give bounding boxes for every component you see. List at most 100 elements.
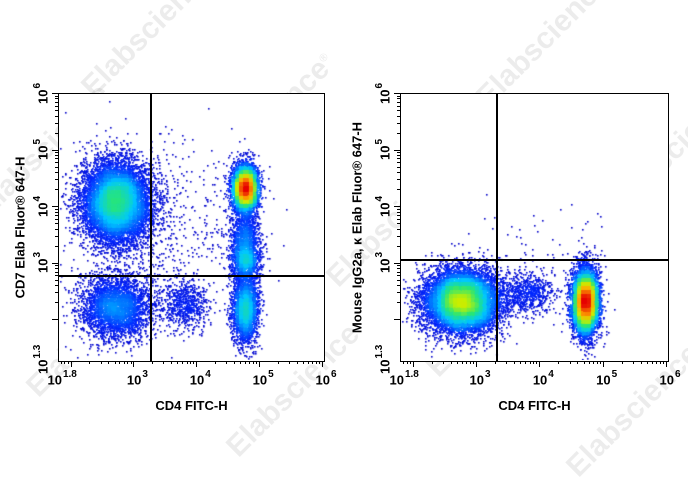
x-tick (163, 361, 165, 364)
x-tick (130, 361, 132, 364)
x-tick (596, 361, 598, 364)
y-tick (397, 208, 400, 210)
x-tick-label: 104 (189, 369, 211, 388)
y-tick (397, 268, 400, 270)
y-tick (397, 95, 400, 97)
y-tick (397, 271, 400, 273)
x-tick (108, 361, 110, 364)
x-tick (450, 361, 452, 364)
x-tick (226, 361, 228, 364)
x-tick (177, 361, 179, 364)
quadrant-gate-horizontal[interactable] (59, 275, 324, 277)
x-tick (296, 361, 298, 364)
x-tick (469, 361, 471, 364)
x-tick (495, 361, 497, 364)
x-axis-title: CD4 FITC-H (498, 398, 571, 413)
x-tick (100, 361, 102, 364)
x-tick (520, 361, 522, 364)
y-tick (55, 228, 58, 230)
x-tick (588, 361, 590, 364)
y-tick (397, 189, 400, 191)
x-tick (539, 361, 541, 367)
y-tick (397, 223, 400, 225)
y-tick (55, 166, 58, 168)
y-tick (55, 214, 58, 216)
quadrant-gate-vertical[interactable] (150, 94, 152, 361)
x-tick (315, 361, 317, 364)
x-tick (240, 361, 242, 364)
y-tick (55, 279, 58, 281)
x-tick (659, 361, 661, 364)
x-tick (215, 361, 217, 364)
x-tick (127, 361, 129, 364)
y-tick (397, 211, 400, 213)
y-tick (55, 271, 58, 273)
y-tick (397, 214, 400, 216)
x-tick (577, 361, 579, 364)
y-tick (397, 122, 400, 124)
y-tick (55, 189, 58, 191)
x-tick (89, 361, 91, 364)
plot-panel-isotype: Mouse IgG2a, κ Elab Fluor® 647-H 101.3 10… (342, 0, 686, 490)
plot-panel-cd7: CD7 Elab Fluor® 647-H 101.3 103 104 105 106 … (12, 82, 337, 413)
x-tick (64, 361, 66, 364)
y-tick (52, 262, 58, 264)
y-axis-title: CD7 Elab Fluor® 647-H (12, 156, 28, 299)
y-tick (55, 275, 58, 277)
x-tick (461, 361, 463, 364)
x-tick (259, 361, 261, 367)
y-tick (394, 262, 400, 264)
x-tick-label: 103 (126, 369, 148, 388)
x-tick (621, 361, 623, 364)
y-tick-label: 105 (32, 139, 51, 161)
y-tick (394, 319, 400, 321)
x-tick (234, 361, 236, 364)
y-tick (55, 302, 58, 304)
quadrant-gate-horizontal[interactable] (401, 259, 668, 261)
y-tick (397, 218, 400, 220)
x-tick (569, 361, 571, 364)
x-tick-label: 104 (532, 369, 554, 388)
y-tick (52, 206, 58, 208)
x-tick (514, 361, 516, 364)
x-tick (406, 361, 408, 364)
x-tick (253, 361, 255, 364)
density-plot (58, 93, 325, 362)
y-tick (55, 235, 58, 237)
y-tick (55, 265, 58, 267)
x-tick (473, 361, 475, 364)
y-tick (397, 110, 400, 112)
y-tick (394, 206, 400, 208)
y-tick (397, 245, 400, 247)
x-tick-label: 106 (659, 369, 681, 388)
x-tick (663, 361, 665, 364)
y-tick (397, 235, 400, 237)
x-tick (70, 361, 72, 367)
x-tick-label: 105 (596, 369, 618, 388)
x-tick (456, 361, 458, 364)
y-tick (397, 155, 400, 157)
y-tick-label: 105 (374, 139, 393, 161)
y-tick (55, 132, 58, 134)
y-tick (55, 208, 58, 210)
x-tick-label: 101.8 (47, 369, 77, 388)
y-tick (55, 172, 58, 174)
y-tick (55, 211, 58, 213)
y-tick (397, 152, 400, 154)
x-tick (558, 361, 560, 364)
y-tick-label: 106 (374, 82, 393, 104)
x-tick (599, 361, 601, 364)
quadrant-gate-vertical[interactable] (496, 94, 498, 361)
x-tick-label: 106 (315, 369, 337, 388)
x-tick (186, 361, 188, 364)
y-tick (55, 98, 58, 100)
y-tick (397, 105, 400, 107)
x-tick (256, 361, 258, 364)
y-tick (52, 319, 58, 321)
x-tick (119, 361, 121, 364)
y-tick (55, 223, 58, 225)
y-tick (394, 93, 400, 94)
y-tick (55, 268, 58, 270)
x-tick (67, 361, 69, 364)
x-tick (308, 361, 310, 364)
